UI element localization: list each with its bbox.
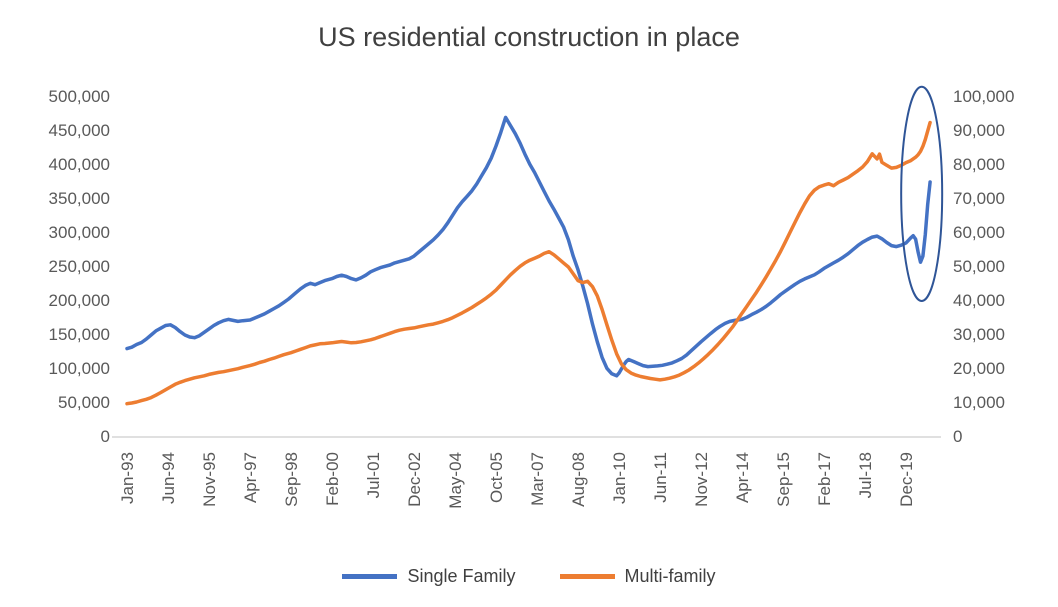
left-axis-tick-label: 450,000 — [48, 121, 110, 140]
chart-title: US residential construction in place — [318, 22, 740, 52]
right-axis-tick-label: 30,000 — [953, 325, 1005, 344]
right-axis-tick-label: 100,000 — [953, 87, 1015, 106]
right-axis-tick-label: 50,000 — [953, 257, 1005, 276]
x-axis-tick-label: Oct-05 — [487, 452, 506, 503]
left-axis-tick-label: 150,000 — [48, 325, 110, 344]
x-axis-tick-label: Feb-00 — [323, 452, 342, 506]
left-axis-tick-label: 300,000 — [48, 223, 110, 242]
series-line-multi-family — [125, 120, 932, 406]
right-axis-tick-label: 0 — [953, 427, 963, 446]
x-axis-tick-label: Apr-97 — [241, 452, 260, 503]
legend-label-single-family: Single Family — [407, 566, 516, 586]
legend-item-multi-family: Multi-family — [559, 566, 716, 587]
x-axis-tick-label: Jan-93 — [118, 452, 137, 504]
right-axis-tick-label: 60,000 — [953, 223, 1005, 242]
x-axis-tick-label: Jul-18 — [856, 452, 875, 498]
x-axis-tick-label: Feb-17 — [815, 452, 834, 506]
right-axis-tick-label: 20,000 — [953, 359, 1005, 378]
right-axis-tick-label: 90,000 — [953, 121, 1005, 140]
annotation-ellipse — [900, 85, 944, 302]
left-axis-tick-label: 350,000 — [48, 189, 110, 208]
series-line-single-family — [125, 115, 932, 378]
left-axis-tick-label: 200,000 — [48, 291, 110, 310]
x-axis-tick-label: Jul-01 — [364, 452, 383, 498]
x-axis-tick-label: Aug-08 — [569, 452, 588, 507]
legend-line-single-family — [342, 574, 398, 579]
x-axis-tick-label: Nov-95 — [200, 452, 219, 507]
x-axis-tick-label: Nov-12 — [692, 452, 711, 507]
x-axis-tick-label: Jan-10 — [610, 452, 629, 504]
x-axis-tick-label: Dec-02 — [405, 452, 424, 507]
left-axis-tick-label: 0 — [100, 427, 110, 446]
x-axis-tick-label: Jun-94 — [159, 452, 178, 504]
x-axis-tick-label: Jun-11 — [651, 452, 670, 503]
left-axis-tick-label: 400,000 — [48, 155, 110, 174]
legend: Single Family Multi-family — [0, 566, 1058, 587]
left-axis-tick-label: 100,000 — [48, 359, 110, 378]
x-axis-tick-label: Dec-19 — [897, 452, 916, 507]
legend-line-multi-family — [559, 574, 615, 579]
left-axis-tick-label: 50,000 — [58, 393, 110, 412]
right-axis-tick-label: 70,000 — [953, 189, 1005, 208]
legend-label-multi-family: Multi-family — [624, 566, 716, 586]
x-axis-tick-label: Sep-15 — [774, 452, 793, 507]
right-axis-tick-label: 40,000 — [953, 291, 1005, 310]
left-axis-tick-label: 500,000 — [48, 87, 110, 106]
right-axis-tick-label: 10,000 — [953, 393, 1005, 412]
right-axis-tick-label: 80,000 — [953, 155, 1005, 174]
x-axis-tick-label: May-04 — [446, 452, 465, 509]
legend-item-single-family: Single Family — [342, 566, 516, 587]
x-axis-tick-label: Apr-14 — [733, 452, 752, 503]
x-axis-tick-label: Mar-07 — [528, 452, 547, 506]
x-axis-tick-label: Sep-98 — [282, 452, 301, 507]
left-axis-tick-label: 250,000 — [48, 257, 110, 276]
